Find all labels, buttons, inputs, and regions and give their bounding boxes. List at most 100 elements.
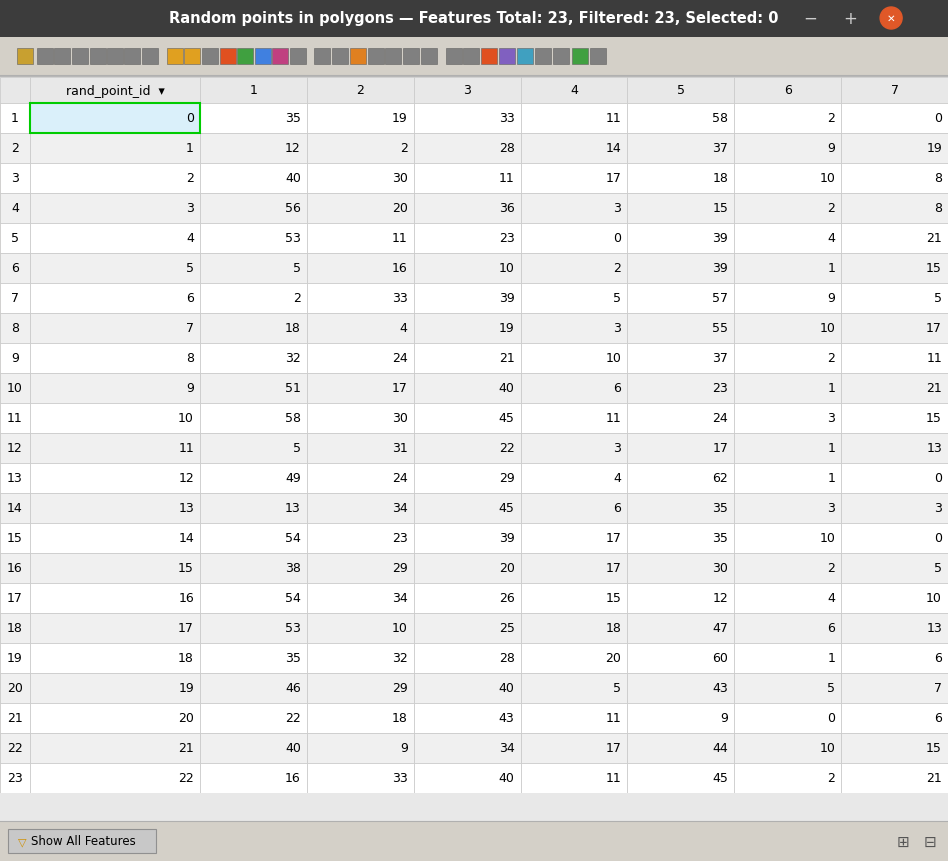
Text: 0: 0 [934, 532, 942, 545]
Bar [200, 643, 307, 673]
Bar [628, 734, 735, 763]
Bar [735, 734, 841, 763]
Text: 12: 12 [713, 592, 728, 604]
Text: 2: 2 [11, 142, 19, 155]
Bar [628, 104, 735, 133]
Bar [72, 49, 88, 65]
Text: 10: 10 [819, 741, 835, 754]
Bar [572, 49, 588, 65]
Bar [30, 374, 200, 404]
Bar [200, 763, 307, 793]
Text: 15: 15 [606, 592, 622, 604]
Bar [255, 49, 271, 65]
Bar [403, 49, 419, 65]
Text: ▽: ▽ [18, 836, 27, 846]
Bar [30, 283, 200, 313]
Text: 13: 13 [926, 622, 942, 635]
Bar [200, 374, 307, 404]
Text: 1: 1 [249, 84, 257, 97]
Bar [413, 133, 520, 164]
Text: 5: 5 [293, 442, 301, 455]
Text: 4: 4 [186, 232, 194, 245]
Bar [200, 283, 307, 313]
Bar [628, 613, 735, 643]
Text: 1: 1 [828, 652, 835, 665]
Bar [0, 493, 30, 523]
Text: 23: 23 [499, 232, 515, 245]
Bar [520, 433, 628, 463]
Bar [520, 643, 628, 673]
Bar [307, 194, 413, 224]
Text: 0: 0 [934, 113, 942, 126]
Text: 5: 5 [613, 682, 622, 695]
Bar [307, 673, 413, 703]
Text: 34: 34 [499, 741, 515, 754]
Bar [841, 703, 948, 734]
Bar [520, 463, 628, 493]
Bar [90, 49, 106, 65]
Text: 21: 21 [8, 712, 23, 725]
Text: 10: 10 [606, 352, 622, 365]
Text: 43: 43 [713, 682, 728, 695]
Text: 29: 29 [499, 472, 515, 485]
Bar [200, 224, 307, 254]
Text: 12: 12 [285, 142, 301, 155]
Bar [735, 404, 841, 433]
Text: 39: 39 [499, 532, 515, 545]
Bar [307, 254, 413, 283]
Text: 16: 16 [8, 562, 23, 575]
Bar [628, 133, 735, 164]
Bar [307, 703, 413, 734]
Text: 17: 17 [178, 622, 194, 635]
Bar [413, 613, 520, 643]
Text: 5: 5 [613, 292, 622, 305]
Text: 17: 17 [606, 741, 622, 754]
Bar [0, 793, 948, 821]
Text: 19: 19 [392, 113, 408, 126]
Text: 29: 29 [392, 682, 408, 695]
Text: 30: 30 [712, 562, 728, 575]
Text: 2: 2 [828, 771, 835, 784]
Bar [200, 77, 307, 104]
Text: 54: 54 [285, 592, 301, 604]
Bar [200, 493, 307, 523]
Bar [0, 404, 30, 433]
Bar [413, 583, 520, 613]
Bar [30, 493, 200, 523]
Text: 46: 46 [285, 682, 301, 695]
Bar [30, 554, 200, 583]
Text: 2: 2 [186, 172, 194, 185]
Text: 44: 44 [713, 741, 728, 754]
Text: 49: 49 [285, 472, 301, 485]
Bar [0, 283, 30, 313]
Text: 11: 11 [606, 113, 622, 126]
Bar [307, 433, 413, 463]
Bar [200, 104, 307, 133]
Bar [368, 49, 384, 65]
Bar [200, 313, 307, 344]
Text: 3: 3 [464, 84, 471, 97]
Bar [0, 254, 30, 283]
Bar [413, 734, 520, 763]
Text: 62: 62 [713, 472, 728, 485]
Bar [307, 224, 413, 254]
Text: 58: 58 [712, 113, 728, 126]
Bar [535, 49, 551, 65]
Bar [628, 463, 735, 493]
Bar [735, 374, 841, 404]
Text: 22: 22 [285, 712, 301, 725]
Text: 15: 15 [926, 741, 942, 754]
Bar [413, 763, 520, 793]
Bar [200, 583, 307, 613]
Text: 40: 40 [499, 682, 515, 695]
Text: 40: 40 [285, 741, 301, 754]
Text: 14: 14 [8, 502, 23, 515]
Text: 4: 4 [828, 232, 835, 245]
Bar [841, 283, 948, 313]
Text: 9: 9 [11, 352, 19, 365]
Bar [200, 164, 307, 194]
Text: 24: 24 [392, 472, 408, 485]
Text: +: + [844, 10, 857, 28]
Bar [520, 673, 628, 703]
Bar [272, 49, 288, 65]
